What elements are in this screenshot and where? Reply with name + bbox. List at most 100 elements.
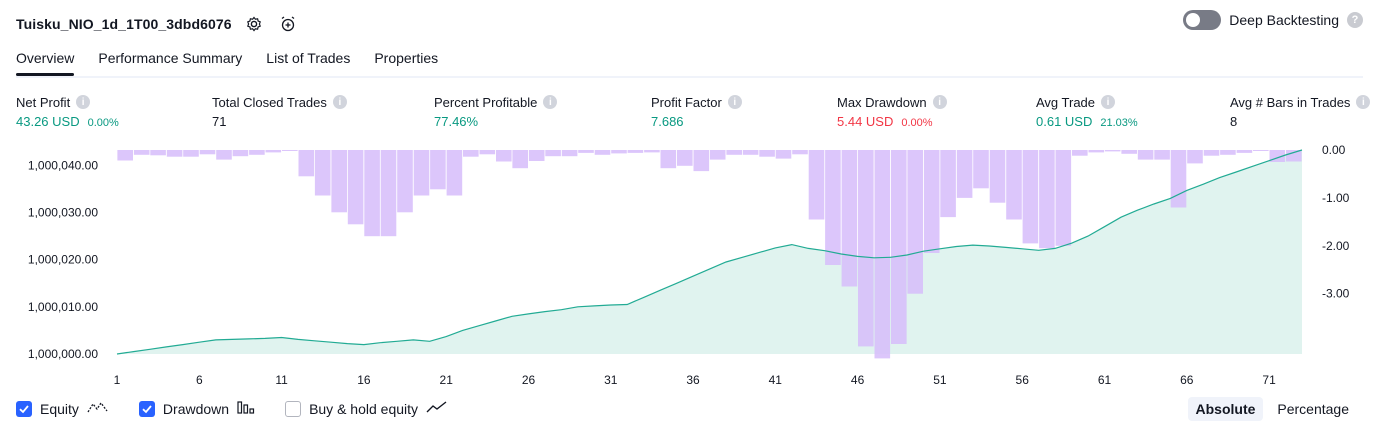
strategy-title: Tuisku_NIO_1d_1T00_3dbd6076	[16, 16, 232, 32]
metric-label: Percent Profitable	[434, 94, 538, 110]
bar-chart-icon	[237, 400, 255, 417]
equity-area	[117, 150, 1302, 354]
drawdown-bar	[249, 150, 265, 155]
trend-line-icon	[426, 400, 448, 417]
metric-value: 0.61 USD	[1036, 114, 1093, 129]
drawdown-bar	[1187, 150, 1203, 164]
x-tick-label: 36	[686, 373, 700, 387]
x-tick-label: 66	[1180, 373, 1194, 387]
info-icon[interactable]: i	[932, 95, 947, 109]
equity-checkbox[interactable]	[16, 400, 32, 417]
drawdown-bar	[1286, 150, 1302, 162]
info-icon[interactable]: i	[332, 95, 347, 109]
drawdown-bar	[1104, 150, 1121, 152]
x-tick-label: 71	[1262, 373, 1276, 387]
drawdown-bar	[545, 150, 561, 157]
drawdown-bar	[347, 150, 364, 225]
drawdown-bar	[759, 150, 775, 157]
drawdown-bar	[463, 150, 479, 157]
drawdown-bar	[166, 150, 183, 157]
scale-mode-switch: Absolute Percentage	[1187, 397, 1358, 421]
metric-percent: 0.00%	[901, 117, 933, 129]
drawdown-bar	[775, 150, 792, 159]
tab-performance-summary[interactable]: Performance Summary	[98, 50, 243, 66]
drawdown-bar	[923, 150, 940, 253]
drawdown-bar	[742, 150, 759, 155]
metric-value: 77.46%	[434, 114, 479, 129]
drawdown-bar	[150, 150, 166, 156]
drawdown-bar	[1006, 150, 1022, 220]
drawdown-bar	[1203, 150, 1220, 156]
add-alert-icon[interactable]	[276, 12, 300, 36]
tab-overview[interactable]: Overview	[16, 44, 75, 76]
strategy-header: Tuisku_NIO_1d_1T00_3dbd6076	[16, 8, 300, 40]
info-icon[interactable]: i	[1356, 95, 1371, 109]
buy-hold-checkbox[interactable]	[285, 400, 302, 417]
drawdown-checkbox[interactable]	[138, 400, 155, 417]
drawdown-bar	[726, 150, 742, 155]
chart-legend: Equity Drawdown Buy & hold equity	[16, 400, 448, 417]
y-left-tick-label: 1,000,010.00	[28, 300, 98, 314]
legend-drawdown[interactable]: Drawdown	[138, 400, 255, 417]
info-icon[interactable]: i	[727, 95, 742, 109]
help-icon[interactable]: ?	[1347, 12, 1363, 28]
drawdown-bar	[611, 150, 627, 154]
y-right-tick-label: 0.00	[1322, 143, 1346, 157]
drawdown-bar	[1253, 150, 1269, 151]
drawdown-bar	[282, 150, 298, 151]
drawdown-bar	[1072, 150, 1088, 156]
percentage-button[interactable]: Percentage	[1277, 401, 1349, 417]
deep-backtesting-toggle[interactable]	[1183, 10, 1222, 30]
drawdown-bar	[331, 150, 347, 213]
y-left-tick-label: 1,000,030.00	[28, 206, 98, 220]
metric-avg-bars-in-trades: Avg # Bars in Trades i 8	[1230, 94, 1371, 129]
metric-value: 71	[212, 114, 227, 129]
drawdown-bar	[907, 150, 923, 294]
drawdown-bar	[380, 150, 397, 237]
drawdown-bar	[989, 150, 1006, 203]
metric-label: Profit Factor	[651, 94, 722, 110]
metric-net-profit: Net Profit i 43.26 USD 0.00%	[16, 94, 119, 130]
drawdown-bar	[808, 150, 825, 220]
settings-icon[interactable]	[242, 12, 266, 36]
tab-bar: Overview Performance Summary List of Tra…	[16, 44, 1363, 78]
drawdown-bar	[216, 150, 232, 160]
equity-label: Equity	[40, 400, 79, 417]
drawdown-bar	[496, 150, 512, 162]
absolute-button[interactable]: Absolute	[1187, 397, 1264, 421]
x-tick-label: 21	[440, 373, 454, 387]
drawdown-label: Drawdown	[162, 400, 230, 417]
drawdown-bar	[1137, 150, 1154, 160]
info-icon[interactable]: i	[543, 95, 558, 109]
legend-buy-hold[interactable]: Buy & hold equity	[285, 400, 448, 417]
metric-percent-profitable: Percent Profitable i 77.46%	[434, 94, 558, 129]
legend-equity[interactable]: Equity	[16, 400, 109, 417]
metric-value: 5.44 USD	[837, 114, 894, 129]
tab-properties[interactable]: Properties	[374, 50, 439, 66]
y-left-tick-label: 1,000,000.00	[28, 347, 98, 361]
drawdown-bar	[594, 150, 611, 155]
tab-list-of-trades[interactable]: List of Trades	[266, 50, 351, 66]
drawdown-bar	[265, 150, 282, 153]
y-right-tick-label: -1.00	[1322, 191, 1350, 205]
metric-percent: 0.00%	[87, 117, 119, 129]
x-tick-label: 51	[933, 373, 947, 387]
drawdown-bar	[940, 150, 956, 218]
equity-drawdown-chart[interactable]: 1,000,040.00 1,000,030.00 1,000,020.00 1,00…	[0, 140, 1379, 390]
drawdown-bar	[1220, 150, 1236, 155]
metric-percent: 21.03%	[1100, 117, 1138, 129]
metric-label: Max Drawdown	[837, 94, 927, 110]
metric-label: Avg # Bars in Trades	[1230, 94, 1351, 110]
info-icon[interactable]: i	[76, 95, 91, 109]
drawdown-bar	[677, 150, 693, 166]
x-tick-label: 56	[1016, 373, 1030, 387]
drawdown-bar	[117, 150, 133, 161]
info-icon[interactable]: i	[1101, 95, 1116, 109]
y-right-tick-label: -3.00	[1322, 287, 1350, 301]
drawdown-bar	[956, 150, 973, 198]
x-tick-label: 11	[275, 373, 288, 387]
x-tick-label: 46	[851, 373, 865, 387]
buy-hold-label: Buy & hold equity	[309, 400, 419, 417]
metric-max-drawdown: Max Drawdown i 5.44 USD 0.00%	[837, 94, 947, 129]
drawdown-bar	[1022, 150, 1039, 244]
